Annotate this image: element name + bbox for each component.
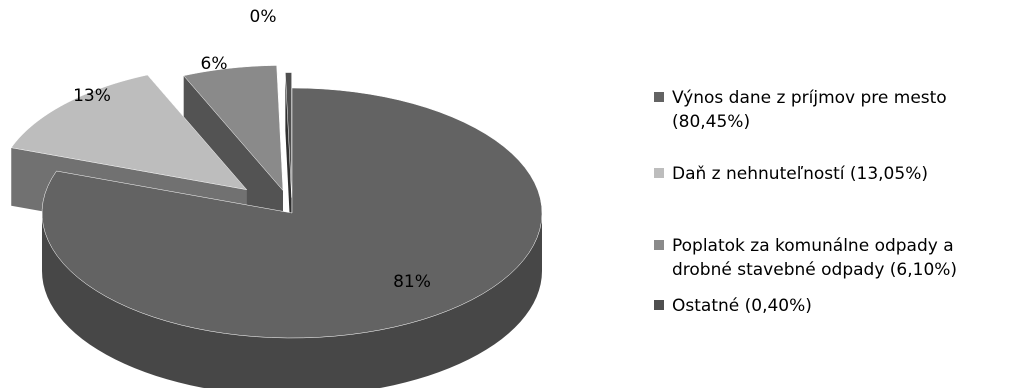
legend-label-dan: Daň z nehnuteľností (13,05%) (672, 164, 928, 184)
legend-label-ostatne: Ostatné (0,40%) (672, 296, 812, 316)
legend-item-poplatok: Poplatok za komunálne odpady a drobné st… (654, 234, 1014, 294)
legend-swatch-vynos (654, 92, 664, 102)
data-label-ostatne: 0% (250, 7, 277, 27)
pie-slice-ostatne (285, 72, 292, 256)
legend-item-dan: Daň z nehnuteľností (13,05%) (654, 162, 1014, 234)
pie-slice-poplatok (183, 65, 284, 249)
data-label-vynos: 81% (393, 272, 431, 292)
legend: Výnos dane z príjmov pre mesto (80,45%) … (654, 86, 1014, 318)
legend-item-vynos: Výnos dane z príjmov pre mesto (80,45%) (654, 86, 1014, 162)
legend-swatch-dan (654, 168, 664, 178)
legend-label-vynos: Výnos dane z príjmov pre mesto (80,45%) (672, 88, 947, 132)
pie-slice-vynos (41, 87, 543, 388)
data-label-poplatok: 6% (201, 54, 228, 74)
legend-label-poplatok: Poplatok za komunálne odpady a drobné st… (672, 236, 958, 280)
legend-item-ostatne: Ostatné (0,40%) (654, 294, 1014, 318)
legend-swatch-poplatok (654, 240, 664, 250)
pie-chart: 81% 13% 6% 0% (10, 7, 543, 388)
data-label-dan: 13% (73, 86, 111, 106)
legend-swatch-ostatne (654, 300, 664, 310)
